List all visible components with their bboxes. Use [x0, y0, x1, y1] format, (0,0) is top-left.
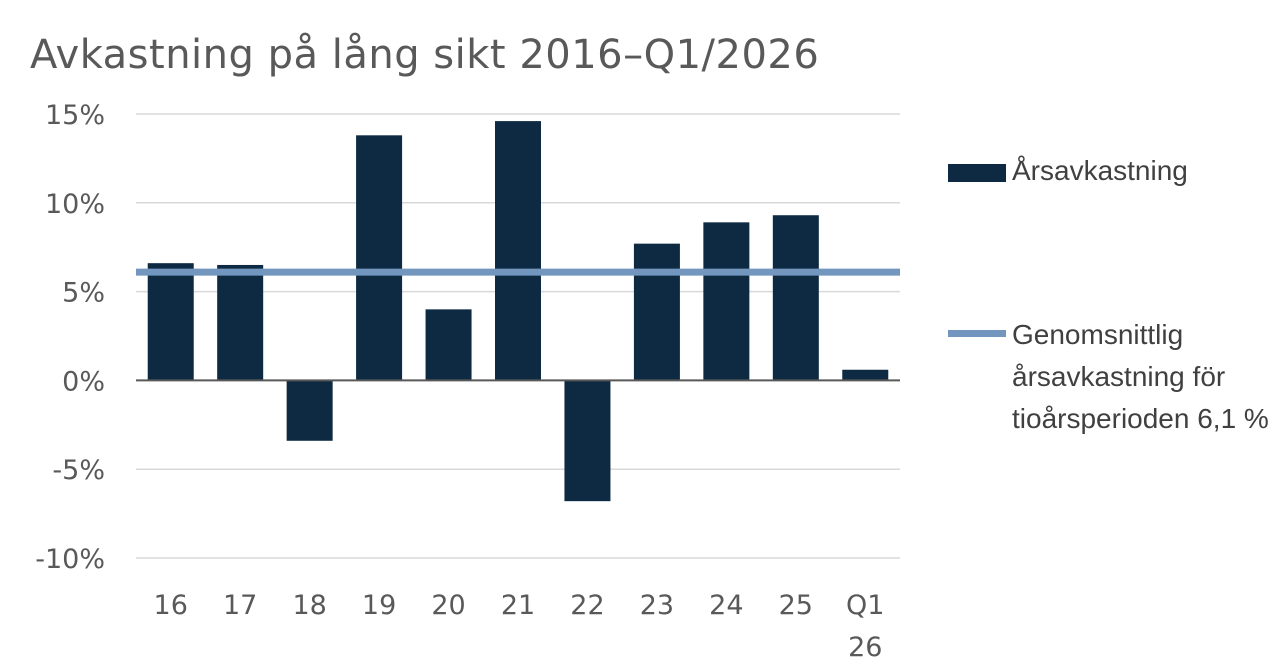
bar — [564, 380, 611, 502]
legend-bar-swatch — [948, 164, 1006, 182]
x-tick-label: Q1 26 — [846, 590, 884, 663]
bar — [703, 222, 750, 381]
bar — [772, 215, 819, 381]
x-tick-label: 22 — [570, 590, 604, 621]
y-tick-label: 5% — [62, 278, 105, 309]
chart-title: Avkastning på lång sikt 2016–Q1/2026 — [30, 32, 820, 78]
y-tick-label: 10% — [45, 189, 105, 220]
bar — [286, 380, 333, 441]
x-tick-label: 21 — [501, 590, 535, 621]
x-tick-label: 23 — [640, 590, 674, 621]
x-tick-label: 16 — [154, 590, 188, 621]
bar — [217, 264, 264, 381]
bar — [842, 369, 889, 381]
bar — [633, 243, 680, 381]
legend-line-label: Genomsnittlig årsavkastning för tioårspe… — [1012, 319, 1269, 434]
x-tick-label: 19 — [362, 590, 396, 621]
y-tick-label: -10% — [35, 544, 105, 575]
legend-bar-label: Årsavkastning — [1012, 155, 1188, 186]
legend-line-swatch — [948, 330, 1006, 337]
x-tick-label: 24 — [709, 590, 743, 621]
x-tick-label: 20 — [431, 590, 465, 621]
bar — [425, 309, 472, 381]
bar — [147, 263, 194, 381]
x-tick-label: 18 — [292, 590, 326, 621]
bar — [356, 135, 403, 381]
y-tick-label: -5% — [52, 455, 105, 486]
x-tick-label: 25 — [779, 590, 813, 621]
x-tick-label: 17 — [223, 590, 257, 621]
bar — [495, 121, 541, 381]
y-tick-label: 15% — [45, 100, 105, 131]
y-tick-label: 0% — [62, 366, 105, 397]
